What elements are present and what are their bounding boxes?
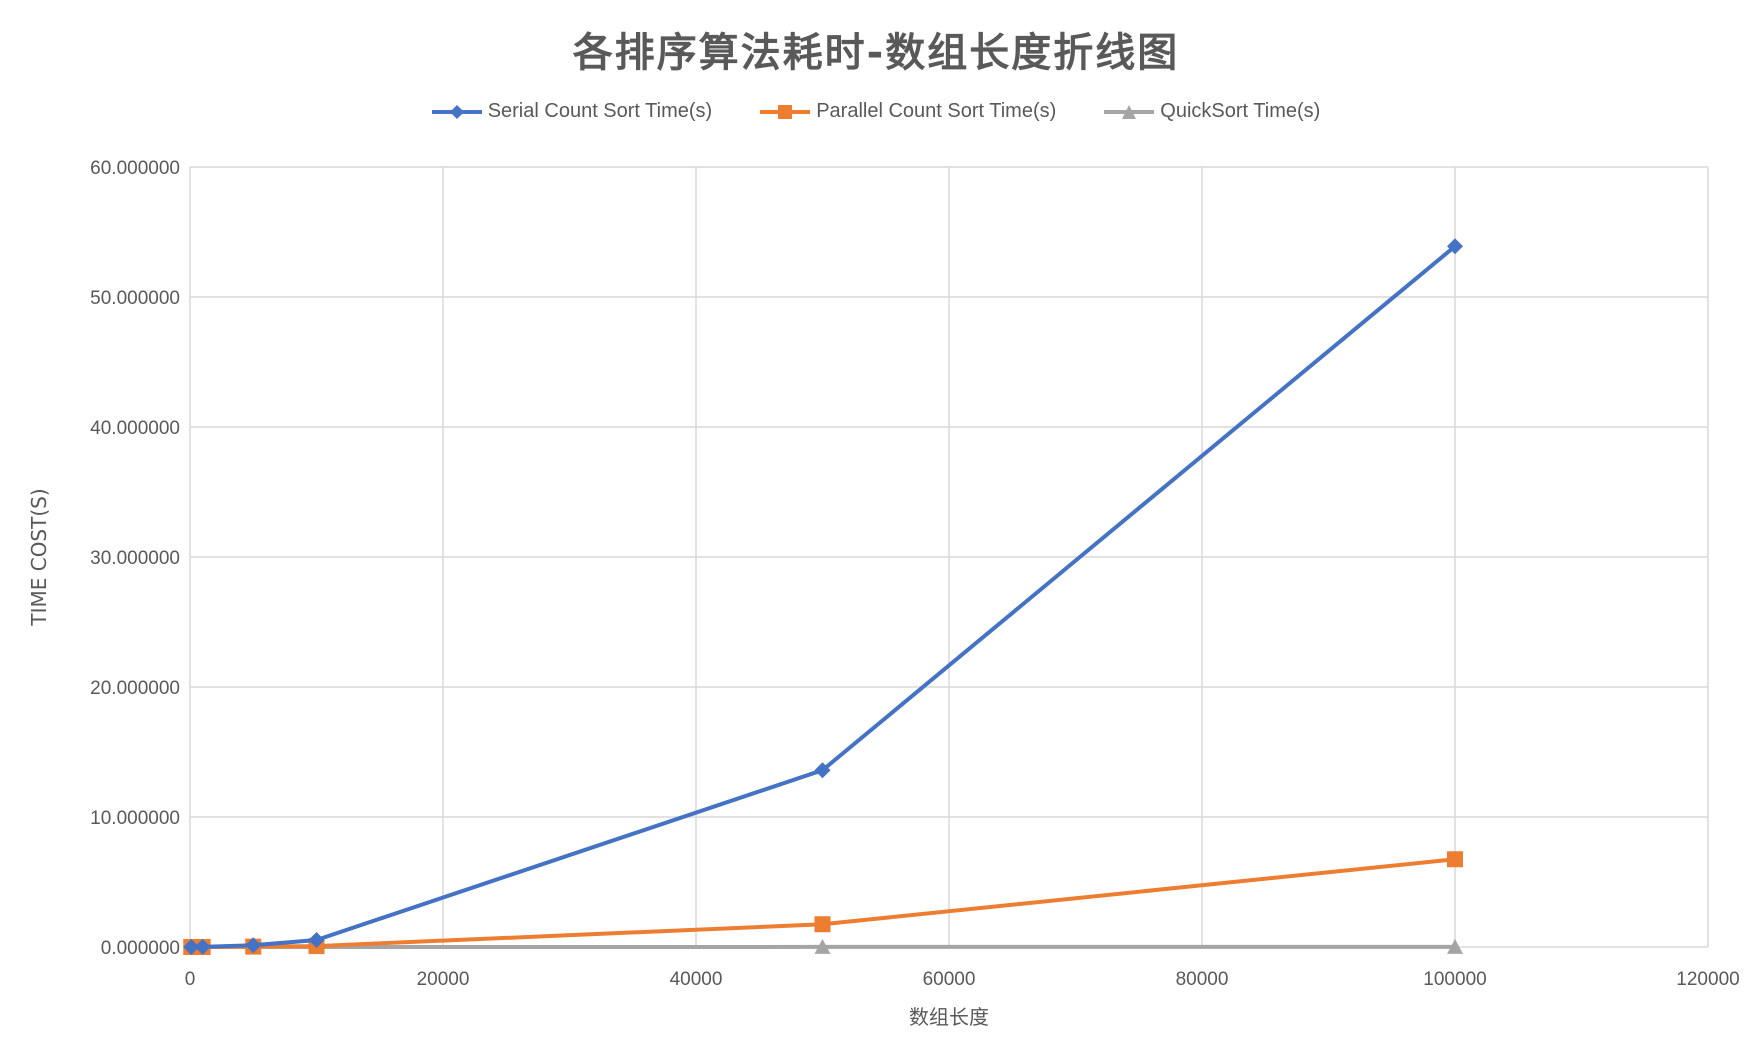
series-2	[183, 939, 1463, 954]
y-tick-label: 10.000000	[90, 808, 180, 829]
data-point-square	[815, 916, 831, 932]
y-tick-label: 60.000000	[90, 158, 180, 179]
x-tick-label: 0	[185, 969, 196, 990]
data-point-square	[1447, 851, 1463, 867]
x-tick-label: 80000	[1176, 969, 1229, 990]
y-tick-label: 0.000000	[101, 938, 180, 959]
x-tick-label: 40000	[670, 969, 723, 990]
series-line-0	[191, 246, 1455, 947]
x-tick-label: 120000	[1676, 969, 1739, 990]
y-axis-title: TIME COST(S)	[27, 488, 51, 626]
series-line-1	[191, 859, 1455, 947]
x-tick-label: 60000	[923, 969, 976, 990]
y-tick-label: 50.000000	[90, 288, 180, 309]
y-tick-label: 40.000000	[90, 418, 180, 439]
series-0	[183, 238, 1463, 955]
series-1	[183, 851, 1463, 955]
x-tick-label: 100000	[1423, 969, 1486, 990]
y-tick-label: 20.000000	[90, 678, 180, 699]
x-tick-label: 20000	[417, 969, 470, 990]
x-axis-title: 数组长度	[909, 1005, 989, 1029]
y-tick-label: 30.000000	[90, 548, 180, 569]
